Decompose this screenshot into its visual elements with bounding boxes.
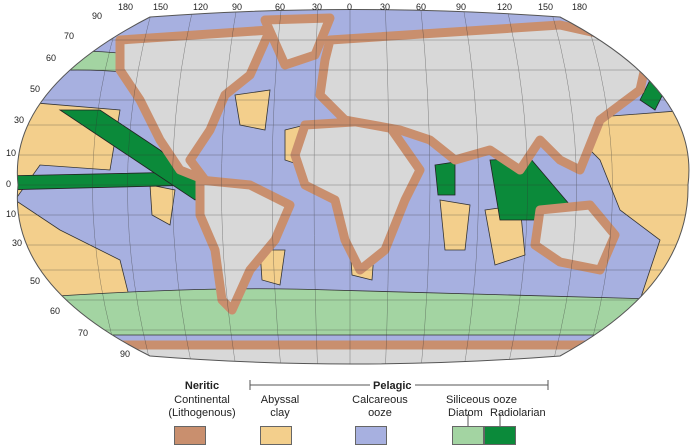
greenland	[260, 13, 335, 70]
swatch-calcareous	[355, 426, 387, 445]
lon-label: 150	[538, 2, 554, 12]
lon-label: 90	[456, 2, 467, 12]
lon-label: 180	[118, 2, 134, 12]
legend-label-radiolarian: Radiolarian	[490, 407, 546, 419]
lon-label: 180	[572, 2, 588, 12]
legend-pelagic-title: Pelagic	[370, 380, 415, 393]
legend-label-diatom: Diatom	[448, 407, 483, 419]
lat-label: 90	[92, 11, 103, 21]
lon-label: 30	[312, 2, 323, 12]
lat-label: 60	[50, 306, 61, 316]
lon-label: 60	[275, 2, 286, 12]
lon-label: 120	[193, 2, 209, 12]
lat-label: 90	[120, 349, 131, 359]
lat-label: 70	[64, 31, 75, 41]
legend-label-abyssal-clay: Abyssal clay	[260, 394, 300, 419]
lon-label: 60	[416, 2, 427, 12]
lon-label: 150	[153, 2, 169, 12]
lat-label: 10	[6, 148, 17, 158]
lon-label: 120	[497, 2, 513, 12]
map-border	[16, 9, 690, 365]
legend-label-calcareous: Calcareous ooze	[352, 394, 408, 419]
swatch-continental	[174, 426, 206, 445]
lat-label: 60	[46, 53, 57, 63]
legend-label-continental: Continental (Lithogenous)	[168, 394, 236, 419]
lon-label: 90	[232, 2, 243, 12]
lon-label: 0	[347, 2, 353, 12]
lat-label: 10	[6, 209, 17, 219]
lat-label: 50	[30, 276, 41, 286]
lon-label: 30	[380, 2, 391, 12]
lat-label: 30	[12, 238, 23, 248]
graticule	[17, 9, 689, 364]
swatch-radiolarian	[484, 426, 516, 445]
lat-label: 70	[78, 328, 89, 338]
north-america	[115, 25, 275, 185]
swatch-abyssal-clay	[260, 426, 292, 445]
lat-label: 30	[14, 115, 25, 125]
swatch-diatom	[452, 426, 484, 445]
legend-siliceous-title: Siliceous ooze	[446, 394, 517, 406]
lat-label: 50	[30, 84, 41, 94]
lat-label: 0	[6, 179, 12, 189]
legend-neritic-title: Neritic	[184, 380, 220, 392]
